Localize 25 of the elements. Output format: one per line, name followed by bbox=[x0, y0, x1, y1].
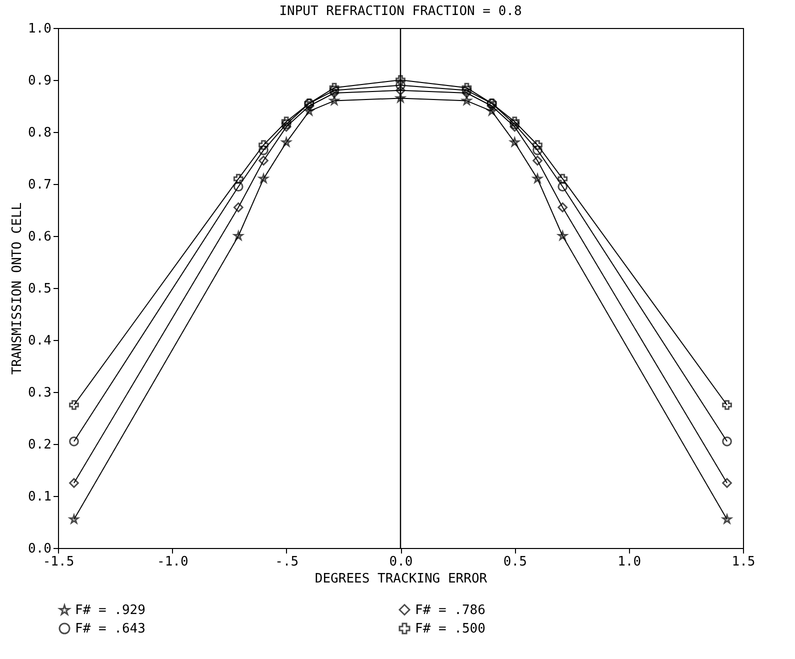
x-axis-title: DEGREES TRACKING ERROR bbox=[314, 572, 488, 586]
y-tick-label: 0.6 bbox=[28, 230, 52, 244]
legend-label: F# = .786 bbox=[415, 602, 486, 618]
y-tick-label: 0.4 bbox=[28, 334, 52, 348]
chart-title: INPUT REFRACTION FRACTION = 0.8 bbox=[279, 4, 522, 19]
y-tick-label: 0.8 bbox=[28, 126, 52, 140]
legend-label: F# = .500 bbox=[415, 622, 486, 636]
y-tick-label: 1.0 bbox=[28, 22, 52, 36]
legend-label: F# = .929 bbox=[75, 603, 146, 618]
x-tick-label: 1.5 bbox=[732, 554, 756, 570]
x-tick-label: 1.0 bbox=[618, 554, 642, 570]
y-tick-label: 0.0 bbox=[28, 542, 52, 556]
x-tick-label: 0.0 bbox=[389, 554, 413, 570]
y-tick-label: 0.3 bbox=[28, 386, 52, 400]
legend-label: F# = .643 bbox=[75, 622, 146, 636]
y-tick-label: 0.9 bbox=[28, 74, 52, 88]
y-tick-label: 0.5 bbox=[28, 282, 52, 296]
x-tick-label: -.5 bbox=[275, 554, 299, 570]
x-tick-label: 0.5 bbox=[503, 554, 527, 570]
y-tick-label: 0.2 bbox=[28, 438, 52, 452]
x-tick-label: -1.5 bbox=[42, 554, 74, 570]
x-tick-label: -1.0 bbox=[157, 554, 188, 570]
y-axis-title: TRANSMISSION ONTO CELL bbox=[10, 202, 26, 375]
y-tick-label: 0.1 bbox=[28, 490, 52, 504]
y-tick-label: 0.7 bbox=[28, 178, 52, 192]
